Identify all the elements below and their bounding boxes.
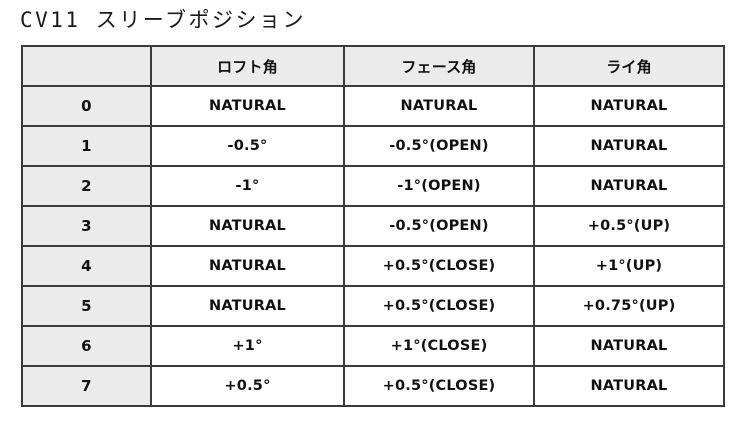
table-row: 7 +0.5° +0.5°(CLOSE) NATURAL bbox=[21, 365, 725, 407]
cell-loft: NATURAL bbox=[150, 85, 345, 127]
cell-position: 6 bbox=[21, 325, 152, 367]
cell-face: +0.5°(CLOSE) bbox=[343, 245, 535, 287]
table-header-row: ロフト角 フェース角 ライ角 bbox=[21, 45, 725, 87]
table-row: 5 NATURAL +0.5°(CLOSE) +0.75°(UP) bbox=[21, 285, 725, 327]
cell-position: 7 bbox=[21, 365, 152, 407]
column-header-face: フェース角 bbox=[343, 45, 535, 87]
cell-loft: +0.5° bbox=[150, 365, 345, 407]
cell-face: -0.5°(OPEN) bbox=[343, 205, 535, 247]
table-row: 2 -1° -1°(OPEN) NATURAL bbox=[21, 165, 725, 207]
table-row: 6 +1° +1°(CLOSE) NATURAL bbox=[21, 325, 725, 367]
column-header-loft: ロフト角 bbox=[150, 45, 345, 87]
table-header: ロフト角 フェース角 ライ角 bbox=[21, 45, 725, 87]
cell-face: -1°(OPEN) bbox=[343, 165, 535, 207]
cell-lie: NATURAL bbox=[533, 165, 725, 207]
cell-lie: NATURAL bbox=[533, 85, 725, 127]
cell-loft: +1° bbox=[150, 325, 345, 367]
cell-lie: +0.75°(UP) bbox=[533, 285, 725, 327]
table-row: 0 NATURAL NATURAL NATURAL bbox=[21, 85, 725, 127]
table-row: 3 NATURAL -0.5°(OPEN) +0.5°(UP) bbox=[21, 205, 725, 247]
cell-face: -0.5°(OPEN) bbox=[343, 125, 535, 167]
cell-face: +1°(CLOSE) bbox=[343, 325, 535, 367]
cell-position: 1 bbox=[21, 125, 152, 167]
cell-loft: -1° bbox=[150, 165, 345, 207]
cell-loft: NATURAL bbox=[150, 285, 345, 327]
cell-position: 5 bbox=[21, 285, 152, 327]
cell-face: NATURAL bbox=[343, 85, 535, 127]
cell-lie: +0.5°(UP) bbox=[533, 205, 725, 247]
cell-position: 3 bbox=[21, 205, 152, 247]
cell-position: 4 bbox=[21, 245, 152, 287]
sleeve-position-table: ロフト角 フェース角 ライ角 0 NATURAL NATURAL NATURAL… bbox=[21, 45, 725, 407]
cell-loft: -0.5° bbox=[150, 125, 345, 167]
cell-lie: NATURAL bbox=[533, 125, 725, 167]
column-header-position bbox=[21, 45, 152, 87]
cell-position: 0 bbox=[21, 85, 152, 127]
table-row: 1 -0.5° -0.5°(OPEN) NATURAL bbox=[21, 125, 725, 167]
cell-lie: NATURAL bbox=[533, 365, 725, 407]
cell-lie: NATURAL bbox=[533, 325, 725, 367]
table-body: 0 NATURAL NATURAL NATURAL 1 -0.5° -0.5°(… bbox=[21, 85, 725, 407]
table-row: 4 NATURAL +0.5°(CLOSE) +1°(UP) bbox=[21, 245, 725, 287]
page-title: CV11 スリーブポジション bbox=[20, 8, 306, 32]
column-header-lie: ライ角 bbox=[533, 45, 725, 87]
cell-lie: +1°(UP) bbox=[533, 245, 725, 287]
cell-loft: NATURAL bbox=[150, 245, 345, 287]
cell-position: 2 bbox=[21, 165, 152, 207]
cell-face: +0.5°(CLOSE) bbox=[343, 365, 535, 407]
cell-loft: NATURAL bbox=[150, 205, 345, 247]
cell-face: +0.5°(CLOSE) bbox=[343, 285, 535, 327]
